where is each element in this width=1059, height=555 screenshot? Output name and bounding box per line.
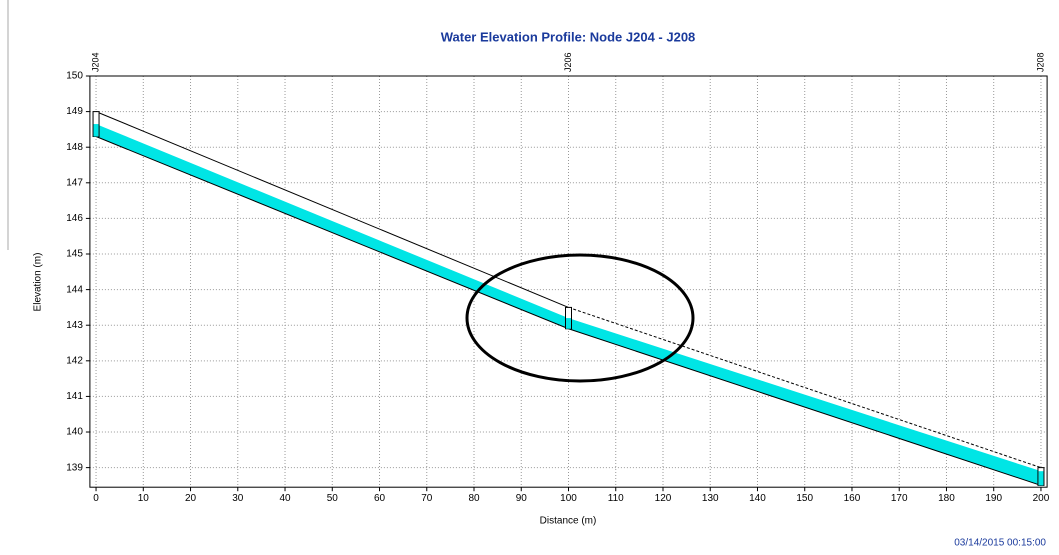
y-tick-label: 145 xyxy=(66,249,83,260)
y-tick-label: 142 xyxy=(66,355,83,366)
x-tick-label: 110 xyxy=(608,493,624,504)
x-axis-label: Distance (m) xyxy=(540,516,597,527)
node-water xyxy=(93,124,99,137)
plot-frame xyxy=(89,75,1048,488)
timestamp: 03/14/2015 00:15:00 xyxy=(954,538,1046,549)
node-water xyxy=(1038,471,1044,486)
node-label: J208 xyxy=(1035,52,1045,72)
x-tick-label: 40 xyxy=(279,493,291,504)
x-tick-label: 70 xyxy=(421,493,433,504)
y-tick-label: 150 xyxy=(66,71,83,82)
y-tick-label: 140 xyxy=(66,427,83,438)
x-tick-label: 100 xyxy=(560,493,577,504)
y-tick-label: 141 xyxy=(66,391,83,402)
y-tick-label: 139 xyxy=(66,462,83,473)
x-tick-label: 30 xyxy=(232,493,244,504)
x-tick-label: 10 xyxy=(138,493,150,504)
conduit-crown xyxy=(95,111,569,308)
y-tick-label: 143 xyxy=(66,320,83,331)
x-tick-label: 0 xyxy=(93,493,99,504)
y-tick-label: 147 xyxy=(66,177,83,188)
water-fill xyxy=(96,124,569,329)
node-label: J204 xyxy=(90,52,100,72)
x-tick-label: 60 xyxy=(374,493,386,504)
conduit-invert xyxy=(568,328,1042,486)
x-tick-label: 90 xyxy=(516,493,528,504)
x-tick-label: 150 xyxy=(796,493,813,504)
x-tick-label: 120 xyxy=(655,493,672,504)
conduit-crown xyxy=(568,306,1042,469)
chart-title: Water Elevation Profile: Node J204 - J20… xyxy=(441,29,696,44)
x-tick-label: 170 xyxy=(891,493,908,504)
water-fill xyxy=(568,318,1041,486)
x-tick-label: 190 xyxy=(985,493,1002,504)
x-tick-label: 140 xyxy=(749,493,766,504)
annotation-ellipse xyxy=(465,253,695,383)
node-water xyxy=(566,318,571,329)
x-tick-label: 160 xyxy=(844,493,861,504)
x-tick-label: 200 xyxy=(1033,493,1050,504)
x-tick-label: 50 xyxy=(327,493,339,504)
y-tick-label: 144 xyxy=(66,284,83,295)
y-tick-label: 146 xyxy=(66,213,83,224)
node-label: J206 xyxy=(563,52,573,72)
y-tick-label: 148 xyxy=(66,142,83,153)
x-tick-label: 80 xyxy=(468,493,480,504)
conduit-invert xyxy=(95,136,569,330)
y-axis-label: Elevation (m) xyxy=(33,253,44,312)
x-tick-label: 180 xyxy=(938,493,955,504)
x-tick-label: 20 xyxy=(185,493,197,504)
x-tick-label: 130 xyxy=(702,493,719,504)
plot: 0 10 20 30 40 50 60 70 80 90 100 110 120 130 140 150 160… xyxy=(66,52,1050,503)
y-tick-label: 149 xyxy=(66,106,83,117)
